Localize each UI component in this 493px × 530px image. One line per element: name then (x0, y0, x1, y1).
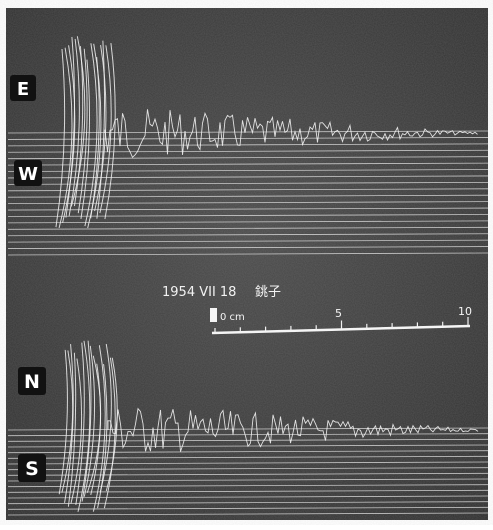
burst-swing (90, 363, 101, 496)
burst-swing (70, 358, 83, 504)
burst-swing (67, 352, 77, 507)
trace-line (7, 130, 489, 134)
burst-swing (68, 38, 80, 217)
burst-swing (83, 345, 96, 497)
svg-text:W: W (18, 164, 38, 185)
trace-line (7, 220, 489, 224)
trace-line (7, 188, 489, 192)
trace-line (7, 194, 489, 198)
label-south: S (18, 454, 46, 482)
svg-text:S: S (25, 458, 39, 480)
burst-swing (58, 47, 73, 229)
burst-swing (84, 43, 98, 227)
burst-swing (104, 43, 116, 220)
trace-line (7, 472, 489, 476)
scale-label-ten: 10 (458, 305, 472, 318)
scale-label-five: 5 (335, 307, 342, 320)
burst-swing (73, 46, 84, 207)
label-north: N (18, 367, 46, 395)
burst-swing (105, 357, 118, 492)
trace-line (7, 233, 489, 237)
trace-line (7, 252, 489, 256)
burst-swing (77, 340, 91, 512)
trace-line (7, 143, 489, 147)
trace-line (7, 239, 489, 243)
trace-line (7, 427, 489, 431)
trace-line (7, 137, 489, 140)
burst-swing (61, 350, 74, 493)
burst-swing (80, 59, 90, 219)
burst-swing (96, 40, 106, 219)
ew-trace-group (7, 36, 489, 256)
trace-line (7, 506, 489, 510)
burst-swing (65, 36, 75, 218)
trace-line (7, 438, 489, 442)
burst-swing (99, 343, 112, 493)
trace-line (7, 246, 489, 249)
trace-line (7, 467, 489, 471)
label-east: E (10, 75, 36, 101)
label-west: W (14, 160, 42, 186)
trace-line (7, 214, 489, 217)
trace-line (7, 169, 489, 172)
svg-text:N: N (24, 371, 40, 393)
burst-swing (64, 344, 74, 503)
coda-wiggle (107, 407, 479, 452)
trace-line (7, 181, 489, 185)
burst-swing (75, 342, 85, 505)
burst-swing (103, 357, 116, 509)
burst-swing (92, 345, 106, 512)
burst-swing (90, 57, 100, 219)
scale-label-zero: 0 cm (220, 312, 245, 323)
burst-swing (55, 48, 66, 228)
burst-swing (99, 45, 112, 214)
trace-line (7, 484, 489, 488)
burst-swing (94, 44, 107, 212)
trace-line (7, 226, 489, 230)
burst-swing (58, 349, 68, 495)
burst-swing (62, 45, 76, 224)
trace-line (7, 201, 489, 205)
burst-swing (81, 340, 92, 502)
caption-date: 1954 VII 18 (162, 285, 236, 300)
trace-line (7, 433, 489, 437)
trace-line (7, 175, 489, 179)
ns-trace-group (7, 340, 489, 516)
scale-bar: 0 cm 5 10 (210, 305, 472, 335)
trace-line (7, 495, 489, 499)
burst-swing (77, 48, 88, 214)
trace-line (7, 461, 489, 465)
trace-line (7, 501, 489, 505)
caption-station: 銚子 (255, 285, 281, 300)
svg-text:E: E (17, 79, 29, 100)
trace-line (7, 512, 489, 516)
coda-wiggle (104, 109, 478, 159)
